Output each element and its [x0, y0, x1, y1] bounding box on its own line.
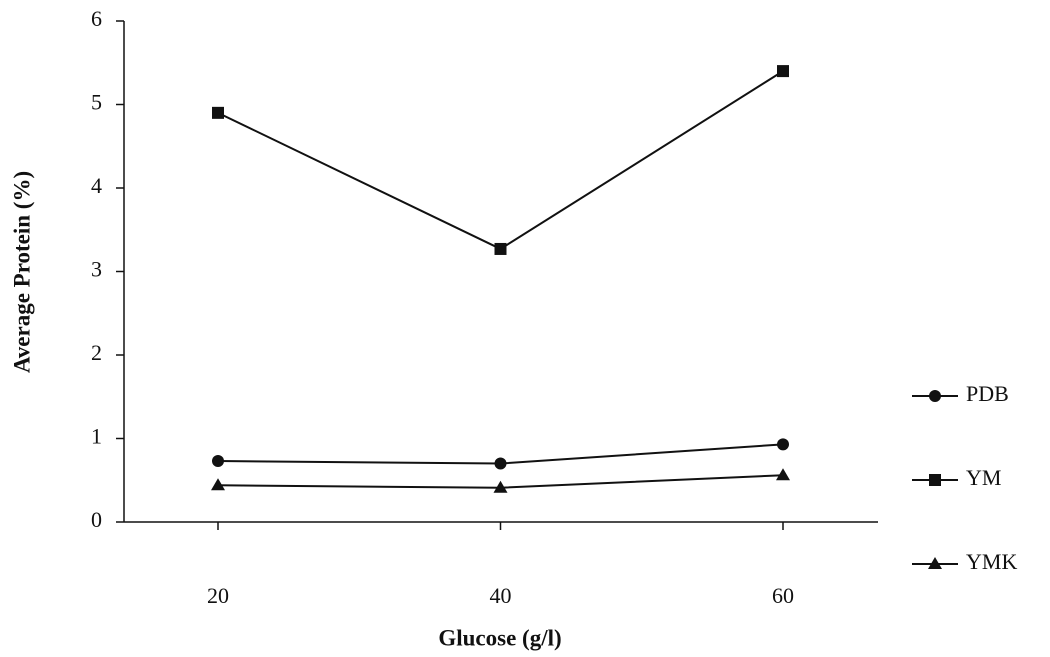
chart: Glucose (g/l) Average Protein (%) 0 1 2 3 4 5… [0, 0, 1050, 657]
data-point [495, 458, 507, 470]
data-point [776, 468, 790, 480]
data-point [212, 107, 224, 119]
y-tick-label: 1 [91, 424, 102, 449]
data-point [212, 455, 224, 467]
data-point [777, 438, 789, 450]
data-point [777, 65, 789, 77]
legend-label: YM [966, 465, 1001, 490]
x-tick-label: 60 [772, 583, 794, 608]
y-tick-label: 3 [91, 257, 102, 282]
x-axis-title: Glucose (g/l) [438, 625, 561, 650]
series-line [218, 71, 783, 249]
y-tick-label: 2 [91, 340, 102, 365]
legend-marker [929, 474, 941, 486]
y-tick-label: 0 [91, 507, 102, 532]
legend-label: PDB [966, 381, 1009, 406]
y-tick-label: 5 [91, 90, 102, 115]
y-tick-label: 6 [91, 6, 102, 31]
x-tick-label: 20 [207, 583, 229, 608]
data-point [211, 478, 225, 490]
y-axis-title: Average Protein (%) [9, 171, 34, 373]
y-tick-label: 4 [91, 173, 102, 198]
legend-marker [929, 390, 941, 402]
legend-label: YMK [966, 549, 1017, 574]
x-tick-label: 40 [490, 583, 512, 608]
data-point [495, 243, 507, 255]
